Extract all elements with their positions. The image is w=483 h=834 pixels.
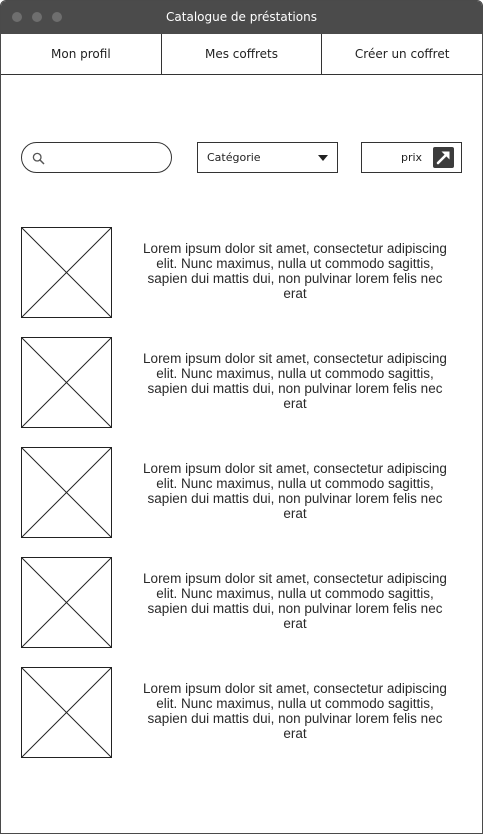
window-zoom-dot[interactable] [52,12,62,22]
search-icon [32,152,45,165]
window-close-dot[interactable] [12,12,22,22]
category-select[interactable]: Catégorie [197,142,338,173]
search-box[interactable] [21,142,172,173]
window-title: Catalogue de préstations [166,10,317,24]
search-input[interactable] [50,147,166,169]
title-bar: Catalogue de préstations [1,1,482,34]
catalog-item-description: Lorem ipsum dolor sit amet, consectetur … [143,351,447,411]
catalog-item[interactable]: Lorem ipsum dolor sit amet, consectetur … [1,337,482,429]
image-placeholder-icon [21,447,112,538]
nav-tab-creer-coffret[interactable]: Créer un coffret [354,47,450,61]
catalog-item-description: Lorem ipsum dolor sit amet, consectetur … [143,461,447,521]
price-sort-label: prix [401,151,423,164]
catalog-item[interactable]: Lorem ipsum dolor sit amet, consectetur … [1,667,482,759]
catalog-item-description: Lorem ipsum dolor sit amet, consectetur … [143,681,447,741]
catalog-item[interactable]: Lorem ipsum dolor sit amet, consectetur … [1,557,482,649]
top-nav: Mon profil Mes coffrets Créer un coffret [1,34,482,75]
category-select-value: Catégorie [207,151,261,164]
image-placeholder-icon [21,667,112,758]
image-placeholder-icon [21,227,112,318]
image-placeholder-icon [21,337,112,428]
caret-down-icon [318,155,328,161]
price-sort-button[interactable]: prix [361,142,462,173]
catalog-item[interactable]: Lorem ipsum dolor sit amet, consectetur … [1,447,482,539]
catalog-item[interactable]: Lorem ipsum dolor sit amet, consectetur … [1,227,482,319]
nav-tab-mes-coffrets[interactable]: Mes coffrets [162,34,323,74]
catalog-item-description: Lorem ipsum dolor sit amet, consectetur … [143,571,447,631]
window-minimize-dot[interactable] [32,12,42,22]
nav-tab-mon-profil[interactable]: Mon profil [1,34,162,74]
catalog-item-description: Lorem ipsum dolor sit amet, consectetur … [143,241,447,301]
arrow-up-right-icon [433,147,454,168]
image-placeholder-icon [21,557,112,648]
